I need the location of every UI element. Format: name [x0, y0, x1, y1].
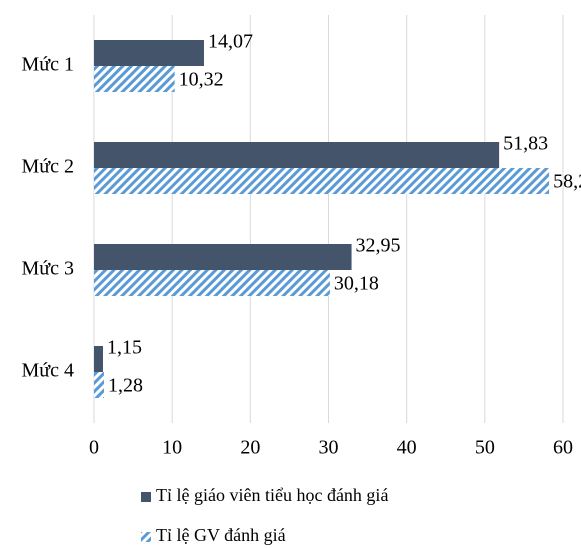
bar: [94, 346, 103, 372]
x-tick-label: 50: [475, 437, 495, 459]
legend-label: Tỉ lệ giáo viên tiểu học đánh giá: [156, 485, 388, 505]
bar: [94, 270, 330, 296]
legend-marker: [141, 532, 151, 542]
y-tick-label: Mức 3: [22, 258, 75, 280]
bar: [94, 168, 550, 194]
data-label: 58,22: [553, 171, 581, 193]
bar: [94, 244, 352, 270]
x-tick-label: 60: [553, 437, 573, 459]
x-tick-label: 20: [240, 437, 260, 459]
data-label: 14,07: [208, 31, 253, 53]
data-label: 1,28: [108, 375, 143, 397]
y-tick-label: Mức 1: [22, 54, 75, 76]
legend-marker: [141, 492, 151, 502]
data-label: 30,18: [334, 273, 379, 295]
x-tick-label: 0: [89, 437, 99, 459]
bar: [94, 40, 204, 66]
data-label: 10,32: [179, 69, 224, 91]
bar: [94, 372, 105, 398]
legend-label: Tỉ lệ GV đánh giá: [156, 525, 286, 545]
bar: [94, 66, 175, 92]
x-tick-label: 40: [397, 437, 417, 459]
data-label: 32,95: [356, 235, 401, 257]
bar: [94, 142, 500, 168]
x-tick-label: 30: [319, 437, 339, 459]
y-tick-label: Mức 2: [22, 156, 75, 178]
x-tick-label: 10: [162, 437, 182, 459]
y-tick-label: Mức 4: [22, 360, 75, 382]
data-label: 1,15: [107, 337, 142, 359]
data-label: 51,83: [503, 133, 548, 155]
